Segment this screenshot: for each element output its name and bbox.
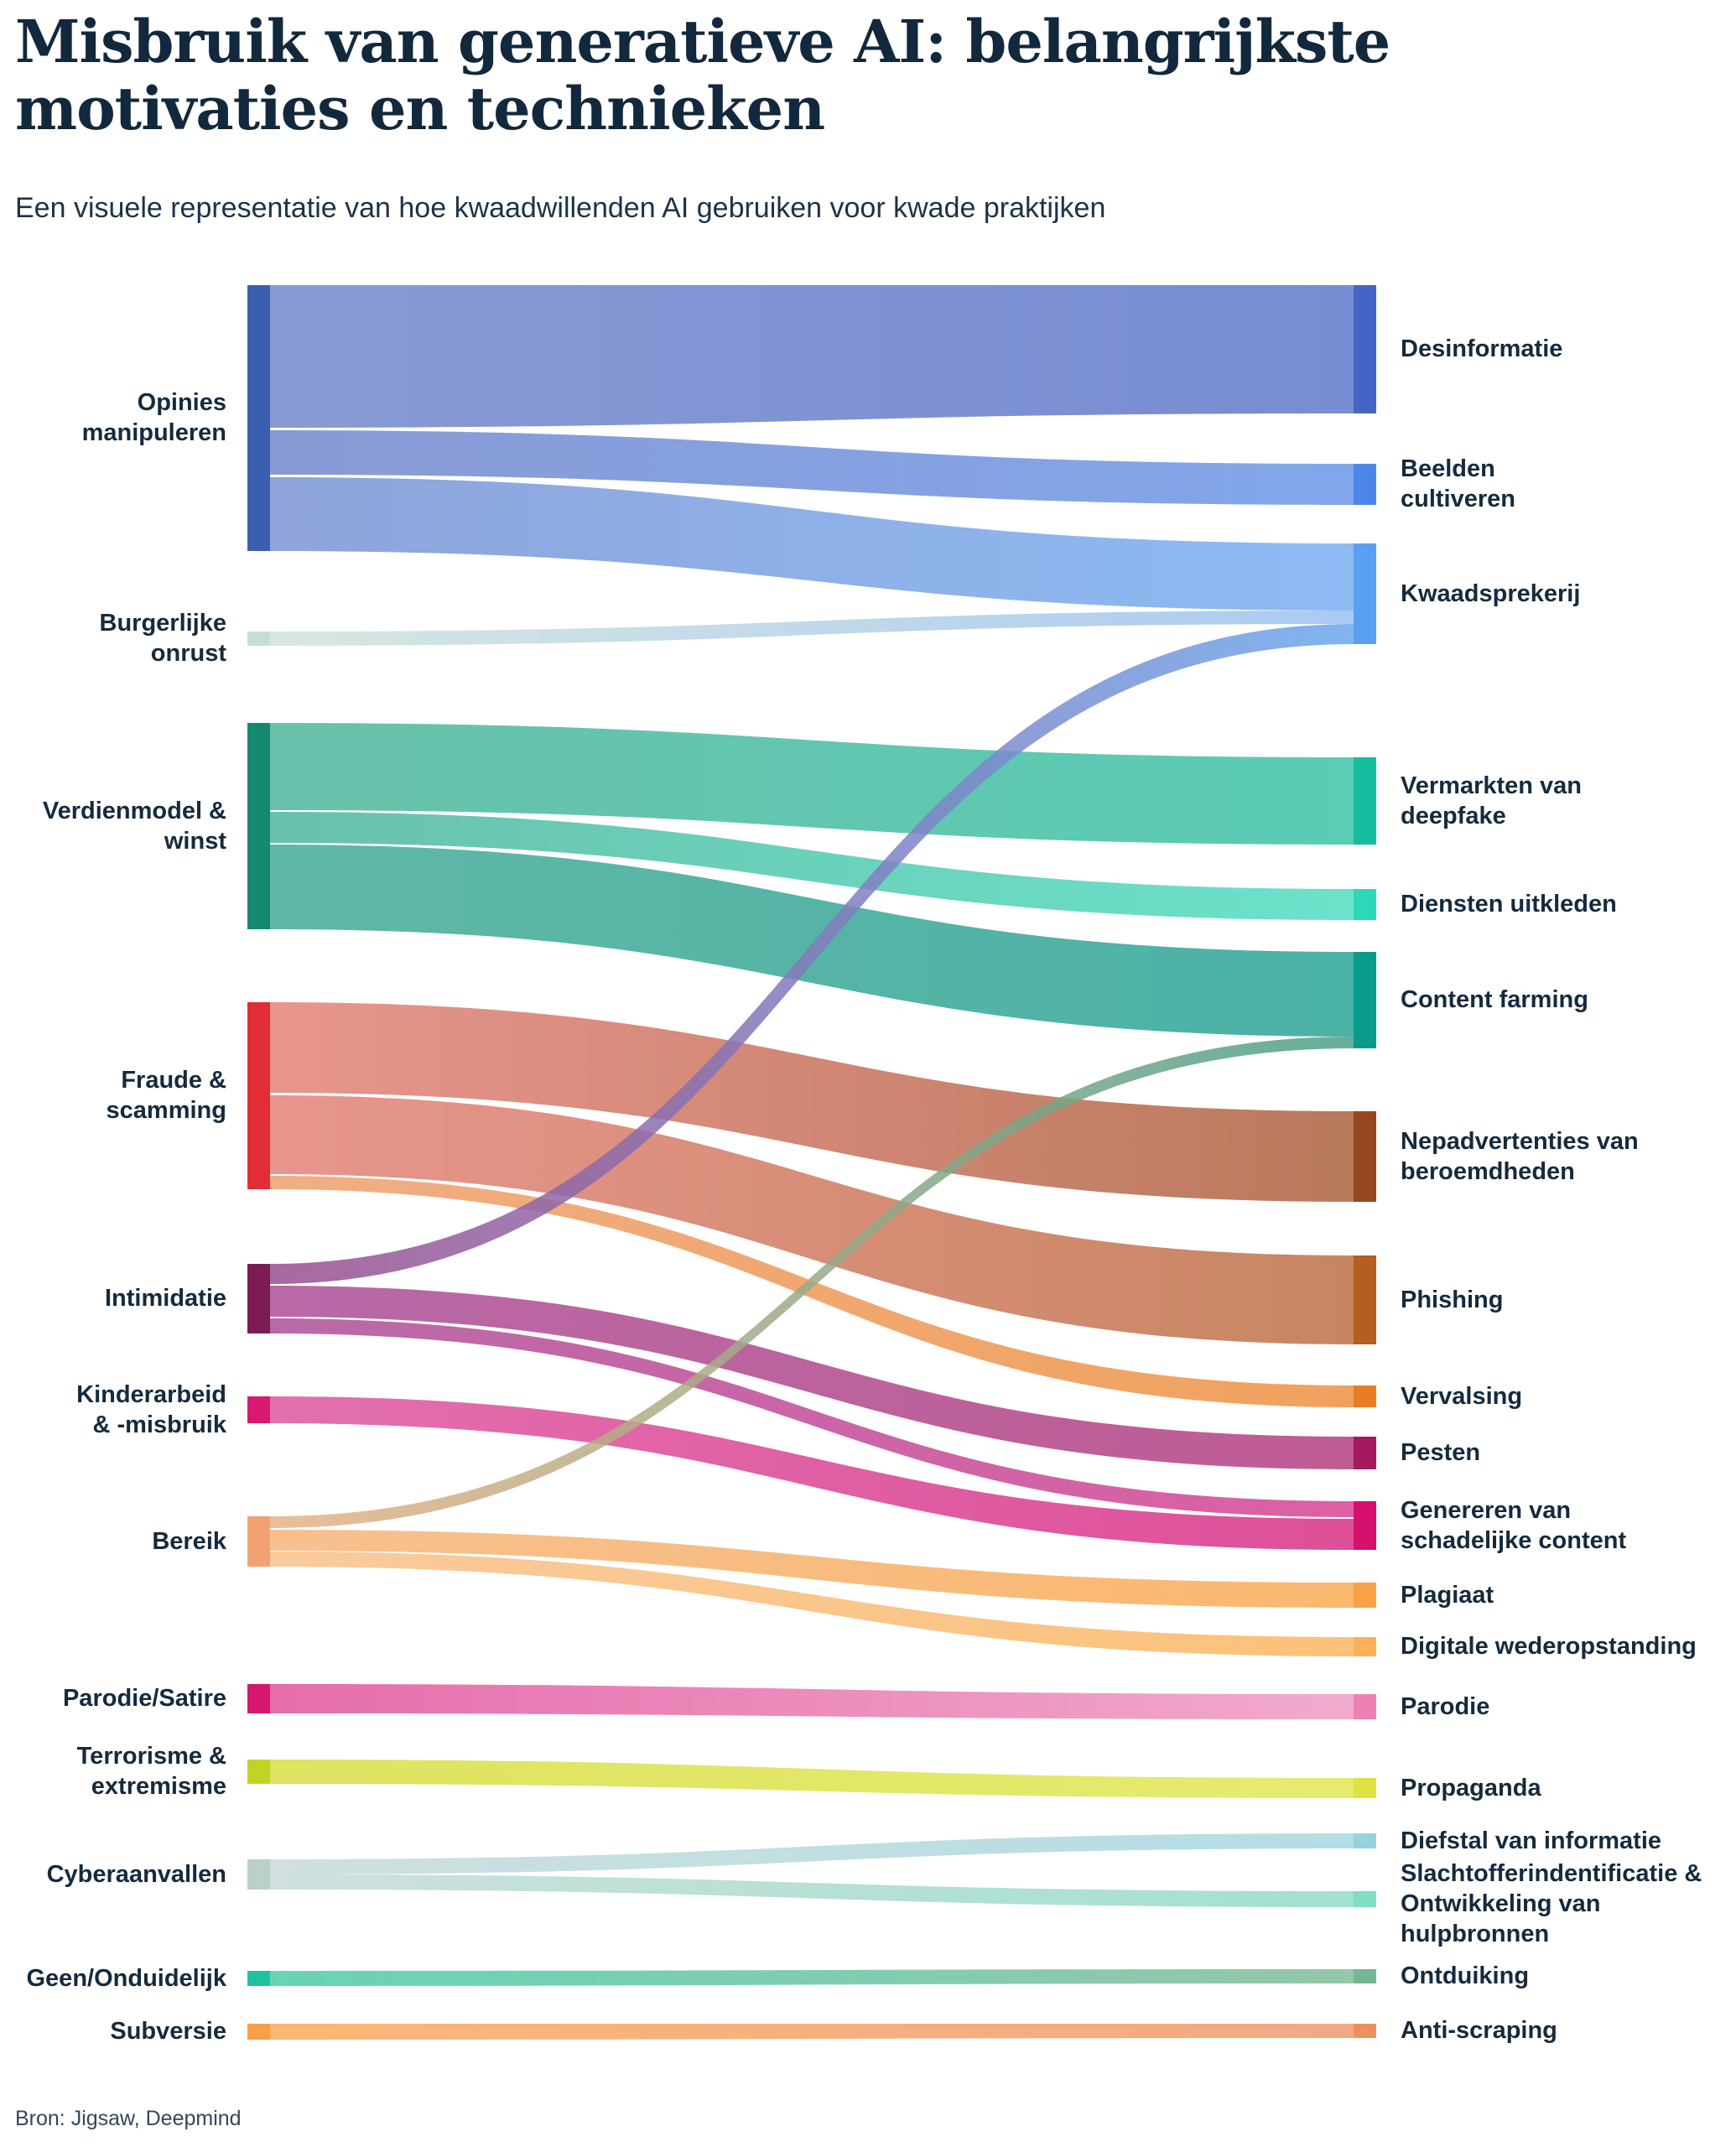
flow-10[interactable] xyxy=(270,624,1354,1284)
label-right-content-farming: Content farming xyxy=(1401,986,1588,1013)
flow-8[interactable] xyxy=(270,1095,1354,1344)
label-left-cyberaanvallen: Cyberaanvallen xyxy=(46,1861,226,1888)
flow-20[interactable] xyxy=(270,1874,1354,1907)
label-right-beelden-cultiveren: Beelden cultiveren xyxy=(1401,455,1515,512)
node-left-subversie[interactable] xyxy=(247,2024,270,2040)
label-left-opinies: Opinies manipuleren xyxy=(81,389,226,446)
page-subtitle: Een visuele representatie van hoe kwaadw… xyxy=(15,192,1106,224)
node-left-parodie-satire[interactable] xyxy=(247,1684,270,1713)
node-left-cyberaanvallen[interactable] xyxy=(247,1859,270,1890)
label-right-genereren: Genereren van schadelijke content xyxy=(1401,1497,1627,1554)
label-left-fraude: Fraude & scamming xyxy=(106,1067,226,1124)
node-right-anti-scraping[interactable] xyxy=(1354,2024,1376,2038)
flow-13[interactable] xyxy=(270,1396,1354,1550)
node-right-beelden-cultiveren[interactable] xyxy=(1354,464,1376,505)
flow-1[interactable] xyxy=(270,430,1354,505)
flow-7[interactable] xyxy=(270,1002,1354,1202)
label-left-intimidatie: Intimidatie xyxy=(104,1285,226,1312)
label-right-slachtoffer: Slachtofferindentificatie & Ontwikkeling … xyxy=(1401,1860,1702,1947)
flow-11[interactable] xyxy=(270,1286,1354,1469)
label-right-parodie: Parodie xyxy=(1401,1693,1490,1720)
node-right-vervalsing[interactable] xyxy=(1354,1385,1376,1407)
label-left-subversie: Subversie xyxy=(110,2018,226,2045)
source-attribution: Bron: Jigsaw, Deepmind xyxy=(15,2107,242,2130)
label-right-plagiaat: Plagiaat xyxy=(1401,1582,1494,1609)
node-right-genereren[interactable] xyxy=(1354,1501,1376,1550)
label-right-kwaadsprekerij: Kwaadsprekerij xyxy=(1401,580,1581,607)
label-right-vervalsing: Vervalsing xyxy=(1401,1383,1523,1410)
flow-19[interactable] xyxy=(270,1833,1354,1874)
node-right-ontduiking[interactable] xyxy=(1354,1969,1376,1983)
label-right-digitale: Digitale wederopstanding xyxy=(1401,1633,1697,1660)
label-left-burgerlijke: Burgerlijke onrust xyxy=(99,610,227,667)
label-left-bereik: Bereik xyxy=(152,1528,226,1555)
flow-18[interactable] xyxy=(270,1760,1354,1798)
flow-9[interactable] xyxy=(270,1176,1354,1407)
flow-0[interactable] xyxy=(270,285,1354,428)
node-right-pesten[interactable] xyxy=(1354,1437,1376,1469)
label-left-verdienmodel: Verdienmodel & winst xyxy=(42,798,226,855)
flow-21[interactable] xyxy=(270,1969,1354,1986)
label-left-terrorisme: Terrorisme & extremisme xyxy=(76,1743,226,1800)
flow-3[interactable] xyxy=(270,611,1354,646)
node-right-phishing[interactable] xyxy=(1354,1255,1376,1344)
flow-5[interactable] xyxy=(270,812,1354,920)
node-right-diefstal[interactable] xyxy=(1354,1833,1376,1848)
flow-4[interactable] xyxy=(270,723,1354,845)
node-left-verdienmodel[interactable] xyxy=(247,723,270,929)
node-right-kwaadsprekerij[interactable] xyxy=(1354,543,1376,644)
node-right-nepadvertenties[interactable] xyxy=(1354,1111,1376,1202)
node-left-intimidatie[interactable] xyxy=(247,1264,270,1333)
label-right-desinformatie: Desinformatie xyxy=(1401,335,1563,362)
node-right-parodie[interactable] xyxy=(1354,1694,1376,1719)
page-title-line1: Misbruik van generatieve AI: belangrijks… xyxy=(15,7,1390,76)
node-right-desinformatie[interactable] xyxy=(1354,285,1376,413)
flow-14[interactable] xyxy=(270,1037,1354,1528)
label-left-parodie-satire: Parodie/Satire xyxy=(62,1685,226,1712)
flow-6[interactable] xyxy=(270,845,1354,1037)
flow-17[interactable] xyxy=(270,1684,1354,1719)
node-right-content-farming[interactable] xyxy=(1354,952,1376,1048)
node-left-kinderarbeid[interactable] xyxy=(247,1396,270,1423)
label-left-kinderarbeid: Kinderarbeid & -misbruik xyxy=(76,1381,226,1438)
node-right-slachtoffer[interactable] xyxy=(1354,1891,1376,1907)
label-right-diensten: Diensten uitkleden xyxy=(1401,891,1617,918)
page-title: Misbruik van generatieve AI: belangrijks… xyxy=(15,8,1390,143)
label-right-nepadvertenties: Nepadvertenties van beroemdheden xyxy=(1401,1128,1639,1185)
node-right-diensten[interactable] xyxy=(1354,889,1376,920)
node-left-opinies[interactable] xyxy=(247,285,270,551)
node-right-digitale[interactable] xyxy=(1354,1637,1376,1656)
page-title-line2: motivaties en technieken xyxy=(15,74,825,143)
flow-16[interactable] xyxy=(270,1552,1354,1656)
label-right-ontduiking: Ontduiking xyxy=(1401,1962,1530,1989)
label-left-geen-onduidelijk: Geen/Onduidelijk xyxy=(26,1965,227,1992)
label-right-anti-scraping: Anti-scraping xyxy=(1401,2017,1557,2044)
label-right-phishing: Phishing xyxy=(1401,1287,1504,1313)
node-left-fraude[interactable] xyxy=(247,1002,270,1189)
node-right-plagiaat[interactable] xyxy=(1354,1583,1376,1608)
node-left-geen-onduidelijk[interactable] xyxy=(247,1971,270,1986)
label-right-diefstal: Diefstal van informatie xyxy=(1401,1827,1662,1854)
flow-22[interactable] xyxy=(270,2024,1354,2040)
flow-2[interactable] xyxy=(270,477,1354,611)
node-left-burgerlijke[interactable] xyxy=(247,632,270,646)
label-right-propaganda: Propaganda xyxy=(1401,1775,1541,1801)
label-right-vermarkten: Vermarkten van deepfake xyxy=(1401,772,1583,829)
label-right-pesten: Pesten xyxy=(1401,1439,1481,1466)
node-left-terrorisme[interactable] xyxy=(247,1760,270,1784)
flow-12[interactable] xyxy=(270,1318,1354,1517)
node-left-bereik[interactable] xyxy=(247,1516,270,1567)
node-right-propaganda[interactable] xyxy=(1354,1778,1376,1798)
flow-15[interactable] xyxy=(270,1530,1354,1608)
node-right-vermarkten[interactable] xyxy=(1354,757,1376,845)
